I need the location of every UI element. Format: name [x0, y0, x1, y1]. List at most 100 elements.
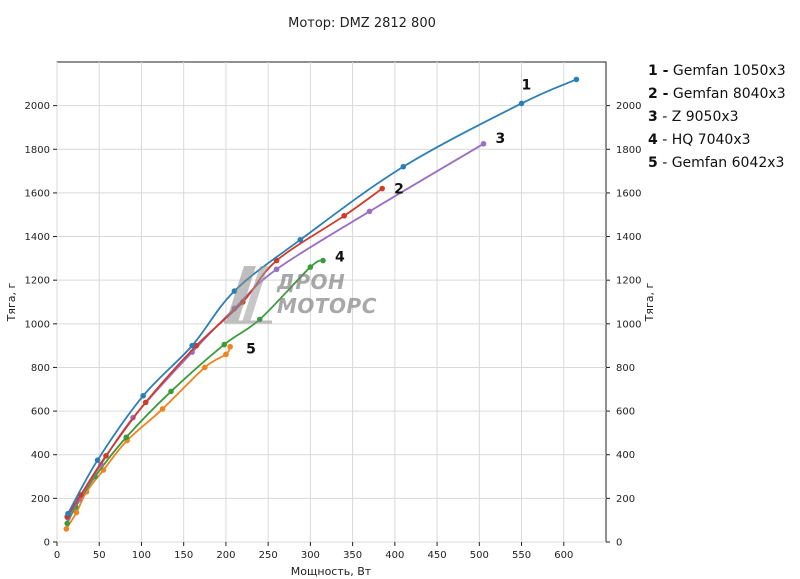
- watermark-line2: МОТОРС: [277, 294, 377, 318]
- y-tick-label: 1000: [25, 319, 50, 330]
- plot-area: [56, 61, 607, 543]
- curve-label-2: 2: [394, 182, 404, 198]
- legend-number: 5: [648, 155, 658, 171]
- x-tick-label: 250: [259, 550, 278, 561]
- legend-text: Gemfan 1050x3: [668, 63, 786, 79]
- y-tick-label: 2000: [25, 101, 50, 112]
- y-tick-label: 600: [31, 407, 50, 418]
- y-tick-label: 400: [31, 450, 50, 461]
- y-tick-label-right: 200: [616, 494, 635, 505]
- x-tick-label: 550: [512, 550, 531, 561]
- legend-number: 3: [648, 109, 658, 125]
- y-tick-label-right: 400: [616, 450, 635, 461]
- y-tick-label: 1400: [25, 232, 50, 243]
- legend-text: - HQ 7040x3: [657, 132, 751, 148]
- legend-text: - Gemfan 6042x3: [657, 155, 785, 171]
- x-tick-label: 600: [554, 550, 573, 561]
- x-tick-label: 400: [385, 550, 404, 561]
- curve-label-1: 1: [522, 77, 532, 93]
- y-tick-label: 0: [44, 538, 50, 549]
- legend-item: 5 - Gemfan 6042x3: [648, 152, 786, 175]
- watermark-line1: ДРОН: [277, 270, 346, 294]
- y-tick-label-right: 1400: [616, 232, 641, 243]
- legend-number: 1 -: [648, 63, 669, 79]
- legend-item: 4 - HQ 7040x3: [648, 129, 786, 152]
- legend-item: 1 - Gemfan 1050x3: [648, 60, 786, 83]
- y-axis-title: Тяга, г: [5, 282, 18, 322]
- data-point: [159, 406, 166, 412]
- data-point: [297, 237, 304, 243]
- data-point: [379, 185, 385, 192]
- data-point: [123, 434, 130, 441]
- data-point: [73, 509, 80, 516]
- series-5: [63, 343, 233, 532]
- data-point: [221, 341, 228, 348]
- curve-label-4: 4: [335, 250, 345, 266]
- x-tick-label: 150: [174, 550, 193, 561]
- y-axis-title-right: Тяга, г: [643, 282, 656, 322]
- y-tick-label: 200: [31, 494, 50, 505]
- series-2: [64, 185, 385, 520]
- y-tick-label-right: 1600: [616, 188, 641, 199]
- x-tick-label: 500: [470, 550, 489, 561]
- data-point: [227, 343, 233, 350]
- data-point: [168, 388, 174, 395]
- legend-text: Gemfan 8040x3: [668, 86, 786, 102]
- data-point: [273, 266, 280, 273]
- data-point: [307, 264, 314, 270]
- data-point: [193, 342, 200, 349]
- y-tick-label-right: 1800: [616, 145, 641, 156]
- y-tick-label: 1600: [25, 188, 50, 199]
- data-point: [400, 163, 407, 170]
- data-point: [202, 364, 208, 371]
- data-point: [320, 257, 326, 264]
- data-point: [64, 520, 70, 527]
- watermark-logo: [222, 262, 274, 328]
- drone-logo-icon: [224, 266, 272, 324]
- y-tick-label-right: 1000: [616, 319, 641, 330]
- y-tick-label-right: 1200: [616, 276, 641, 287]
- chart-title: Мотор: DMZ 2812 800: [288, 16, 436, 31]
- y-tick-label: 1800: [25, 145, 50, 156]
- data-point: [63, 526, 70, 532]
- data-point: [518, 100, 525, 107]
- y-tick-label-right: 800: [616, 363, 635, 374]
- y-tick-label: 1200: [25, 276, 50, 287]
- data-point: [223, 351, 229, 358]
- legend-number: 2 -: [648, 86, 669, 102]
- watermark-text: ДРОН МОТОРС: [277, 270, 377, 318]
- data-point: [142, 399, 149, 406]
- data-point: [573, 76, 580, 83]
- legend-item: 3 - Z 9050x3: [648, 106, 786, 129]
- x-tick-label: 200: [216, 550, 235, 561]
- curve-label-5: 5: [246, 342, 256, 358]
- x-tick-label: 100: [132, 550, 151, 561]
- legend-text: - Z 9050x3: [657, 109, 739, 125]
- curve-labels: 1 2 3 4 5: [246, 77, 531, 357]
- x-tick-label: 0: [54, 550, 60, 561]
- data-point: [100, 467, 107, 473]
- x-tick-label: 450: [428, 550, 447, 561]
- x-tick-label: 350: [343, 550, 362, 561]
- data-point: [366, 208, 373, 215]
- y-tick-label-right: 600: [616, 407, 635, 418]
- y-tick-label: 800: [31, 363, 50, 374]
- data-point: [480, 141, 487, 147]
- y-tick-label-right: 2000: [616, 101, 641, 112]
- x-tick-label: 300: [301, 550, 320, 561]
- data-point: [103, 453, 109, 459]
- data-point: [65, 510, 71, 517]
- data-point: [341, 213, 347, 219]
- legend-number: 4: [648, 132, 658, 148]
- legend: 1 - Gemfan 1050x3 2 - Gemfan 8040x3 3 - Z …: [648, 60, 786, 175]
- data-point: [94, 457, 101, 463]
- data-point: [189, 342, 195, 349]
- y-tick-label-right: 0: [616, 538, 622, 549]
- grid: [56, 62, 606, 543]
- legend-item: 2 - Gemfan 8040x3: [648, 83, 786, 106]
- curve-label-3: 3: [496, 131, 506, 147]
- x-tick-label: 50: [93, 550, 106, 561]
- x-axis-title: Мощность, Вт: [291, 565, 372, 578]
